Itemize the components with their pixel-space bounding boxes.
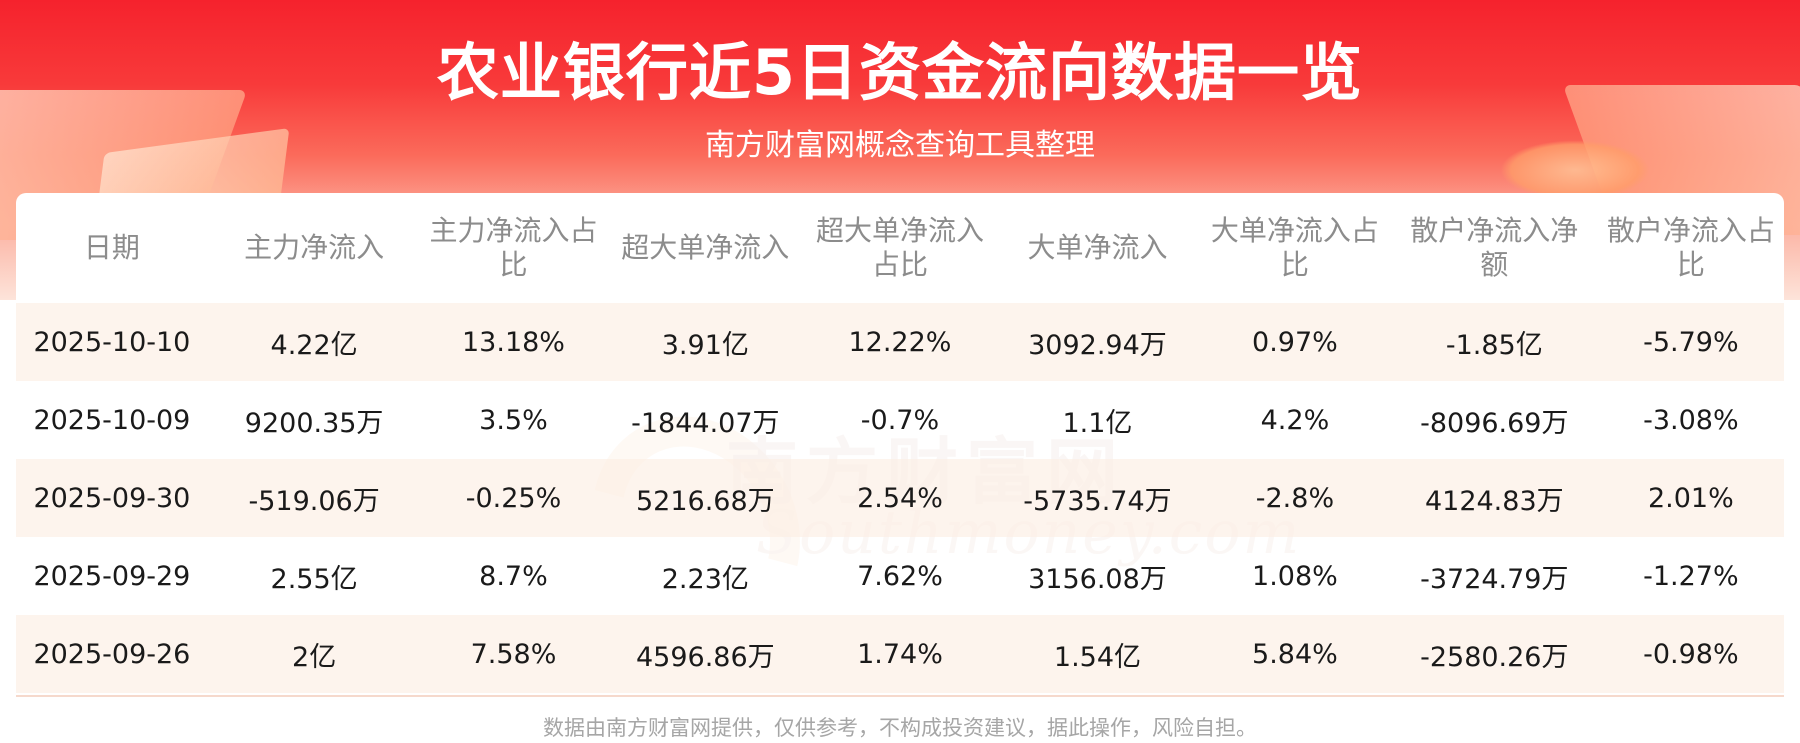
cell-main-inflow-ratio: 7.58% [420,615,607,693]
cell-main-inflow: -519.06万 [207,459,421,537]
column-header-retail-ratio: 散户净流入占比 [1606,214,1775,281]
cell-large-ratio: 4.2% [1199,381,1391,459]
table-row: 2025-10-09 9200.35万 3.5% -1844.07万 -0.7%… [16,381,1784,459]
page-title: 农业银行近5日资金流向数据一览 [436,36,1364,109]
column-header-main-inflow: 主力净流入 [244,231,385,264]
cell-large-inflow: 1.54亿 [995,615,1200,693]
cell-retail-net: -1.85亿 [1390,303,1598,381]
cell-main-inflow: 2.55亿 [207,537,421,615]
cell-main-inflow-ratio: 8.7% [420,537,607,615]
fund-flow-table: 日期 主力净流入 主力净流入占比 超大单净流入 超大单净流入占比 大单净流入 大… [16,193,1784,693]
table-row: 2025-09-26 2亿 7.58% 4596.86万 1.74% 1.54亿… [16,615,1784,693]
cell-date: 2025-09-26 [16,615,208,693]
cell-main-inflow: 9200.35万 [207,381,421,459]
footer-disclaimer: 数据由南方财富网提供，仅供参考，不构成投资建议，据此操作，风险自担。 [543,716,1257,740]
cell-retail-net: -8096.69万 [1390,381,1598,459]
column-header-retail-net: 散户净流入净额 [1410,214,1579,281]
page-subtitle: 南方财富网概念查询工具整理 [705,128,1095,163]
column-header-large-inflow: 大单净流入 [1027,231,1168,264]
cell-super-large-ratio: 2.54% [804,459,996,537]
cell-large-inflow: 1.1亿 [995,381,1200,459]
cell-main-inflow: 4.22亿 [207,303,421,381]
cell-retail-net: -2580.26万 [1390,615,1598,693]
data-table-card: 南方财富网 Southmoney.com 日期 主力净流入 主力净流入占比 超大… [16,193,1784,693]
cell-large-ratio: 5.84% [1199,615,1391,693]
cell-retail-ratio: -1.27% [1597,537,1784,615]
column-header-date: 日期 [83,231,140,264]
cell-retail-net: -3724.79万 [1390,537,1598,615]
cell-date: 2025-10-10 [16,303,208,381]
cell-large-ratio: 1.08% [1199,537,1391,615]
cell-large-inflow: 3092.94万 [995,303,1200,381]
cell-date: 2025-09-30 [16,459,208,537]
column-header-main-inflow-ratio: 主力净流入占比 [429,214,598,281]
cell-retail-ratio: 2.01% [1597,459,1784,537]
cell-super-large-inflow: 5216.68万 [606,459,805,537]
cell-super-large-inflow: 4596.86万 [606,615,805,693]
cell-super-large-inflow: 2.23亿 [606,537,805,615]
table-row: 2025-10-10 4.22亿 13.18% 3.91亿 12.22% 309… [16,303,1784,381]
cell-retail-ratio: -5.79% [1597,303,1784,381]
cell-main-inflow-ratio: -0.25% [420,459,607,537]
cell-super-large-ratio: 12.22% [804,303,996,381]
cell-large-inflow: -5735.74万 [995,459,1200,537]
table-row: 2025-09-29 2.55亿 8.7% 2.23亿 7.62% 3156.0… [16,537,1784,615]
cell-date: 2025-09-29 [16,537,208,615]
cell-large-ratio: -2.8% [1199,459,1391,537]
cell-large-ratio: 0.97% [1199,303,1391,381]
cell-retail-ratio: -0.98% [1597,615,1784,693]
cell-main-inflow: 2亿 [207,615,421,693]
cell-large-inflow: 3156.08万 [995,537,1200,615]
cell-super-large-inflow: -1844.07万 [606,381,805,459]
column-header-large-ratio: 大单净流入占比 [1210,214,1379,281]
footer-divider [16,695,1784,697]
cell-retail-net: 4124.83万 [1390,459,1598,537]
cell-main-inflow-ratio: 13.18% [420,303,607,381]
cell-main-inflow-ratio: 3.5% [420,381,607,459]
column-header-super-large-ratio: 超大单净流入占比 [815,214,984,281]
column-header-super-large-inflow: 超大单净流入 [621,231,790,264]
cell-super-large-ratio: -0.7% [804,381,996,459]
table-header-row: 日期 主力净流入 主力净流入占比 超大单净流入 超大单净流入占比 大单净流入 大… [16,193,1784,303]
cell-retail-ratio: -3.08% [1597,381,1784,459]
cell-super-large-ratio: 7.62% [804,537,996,615]
decorative-coin-right [1500,140,1650,200]
cell-super-large-inflow: 3.91亿 [606,303,805,381]
cell-super-large-ratio: 1.74% [804,615,996,693]
cell-date: 2025-10-09 [16,381,208,459]
table-row: 2025-09-30 -519.06万 -0.25% 5216.68万 2.54… [16,459,1784,537]
